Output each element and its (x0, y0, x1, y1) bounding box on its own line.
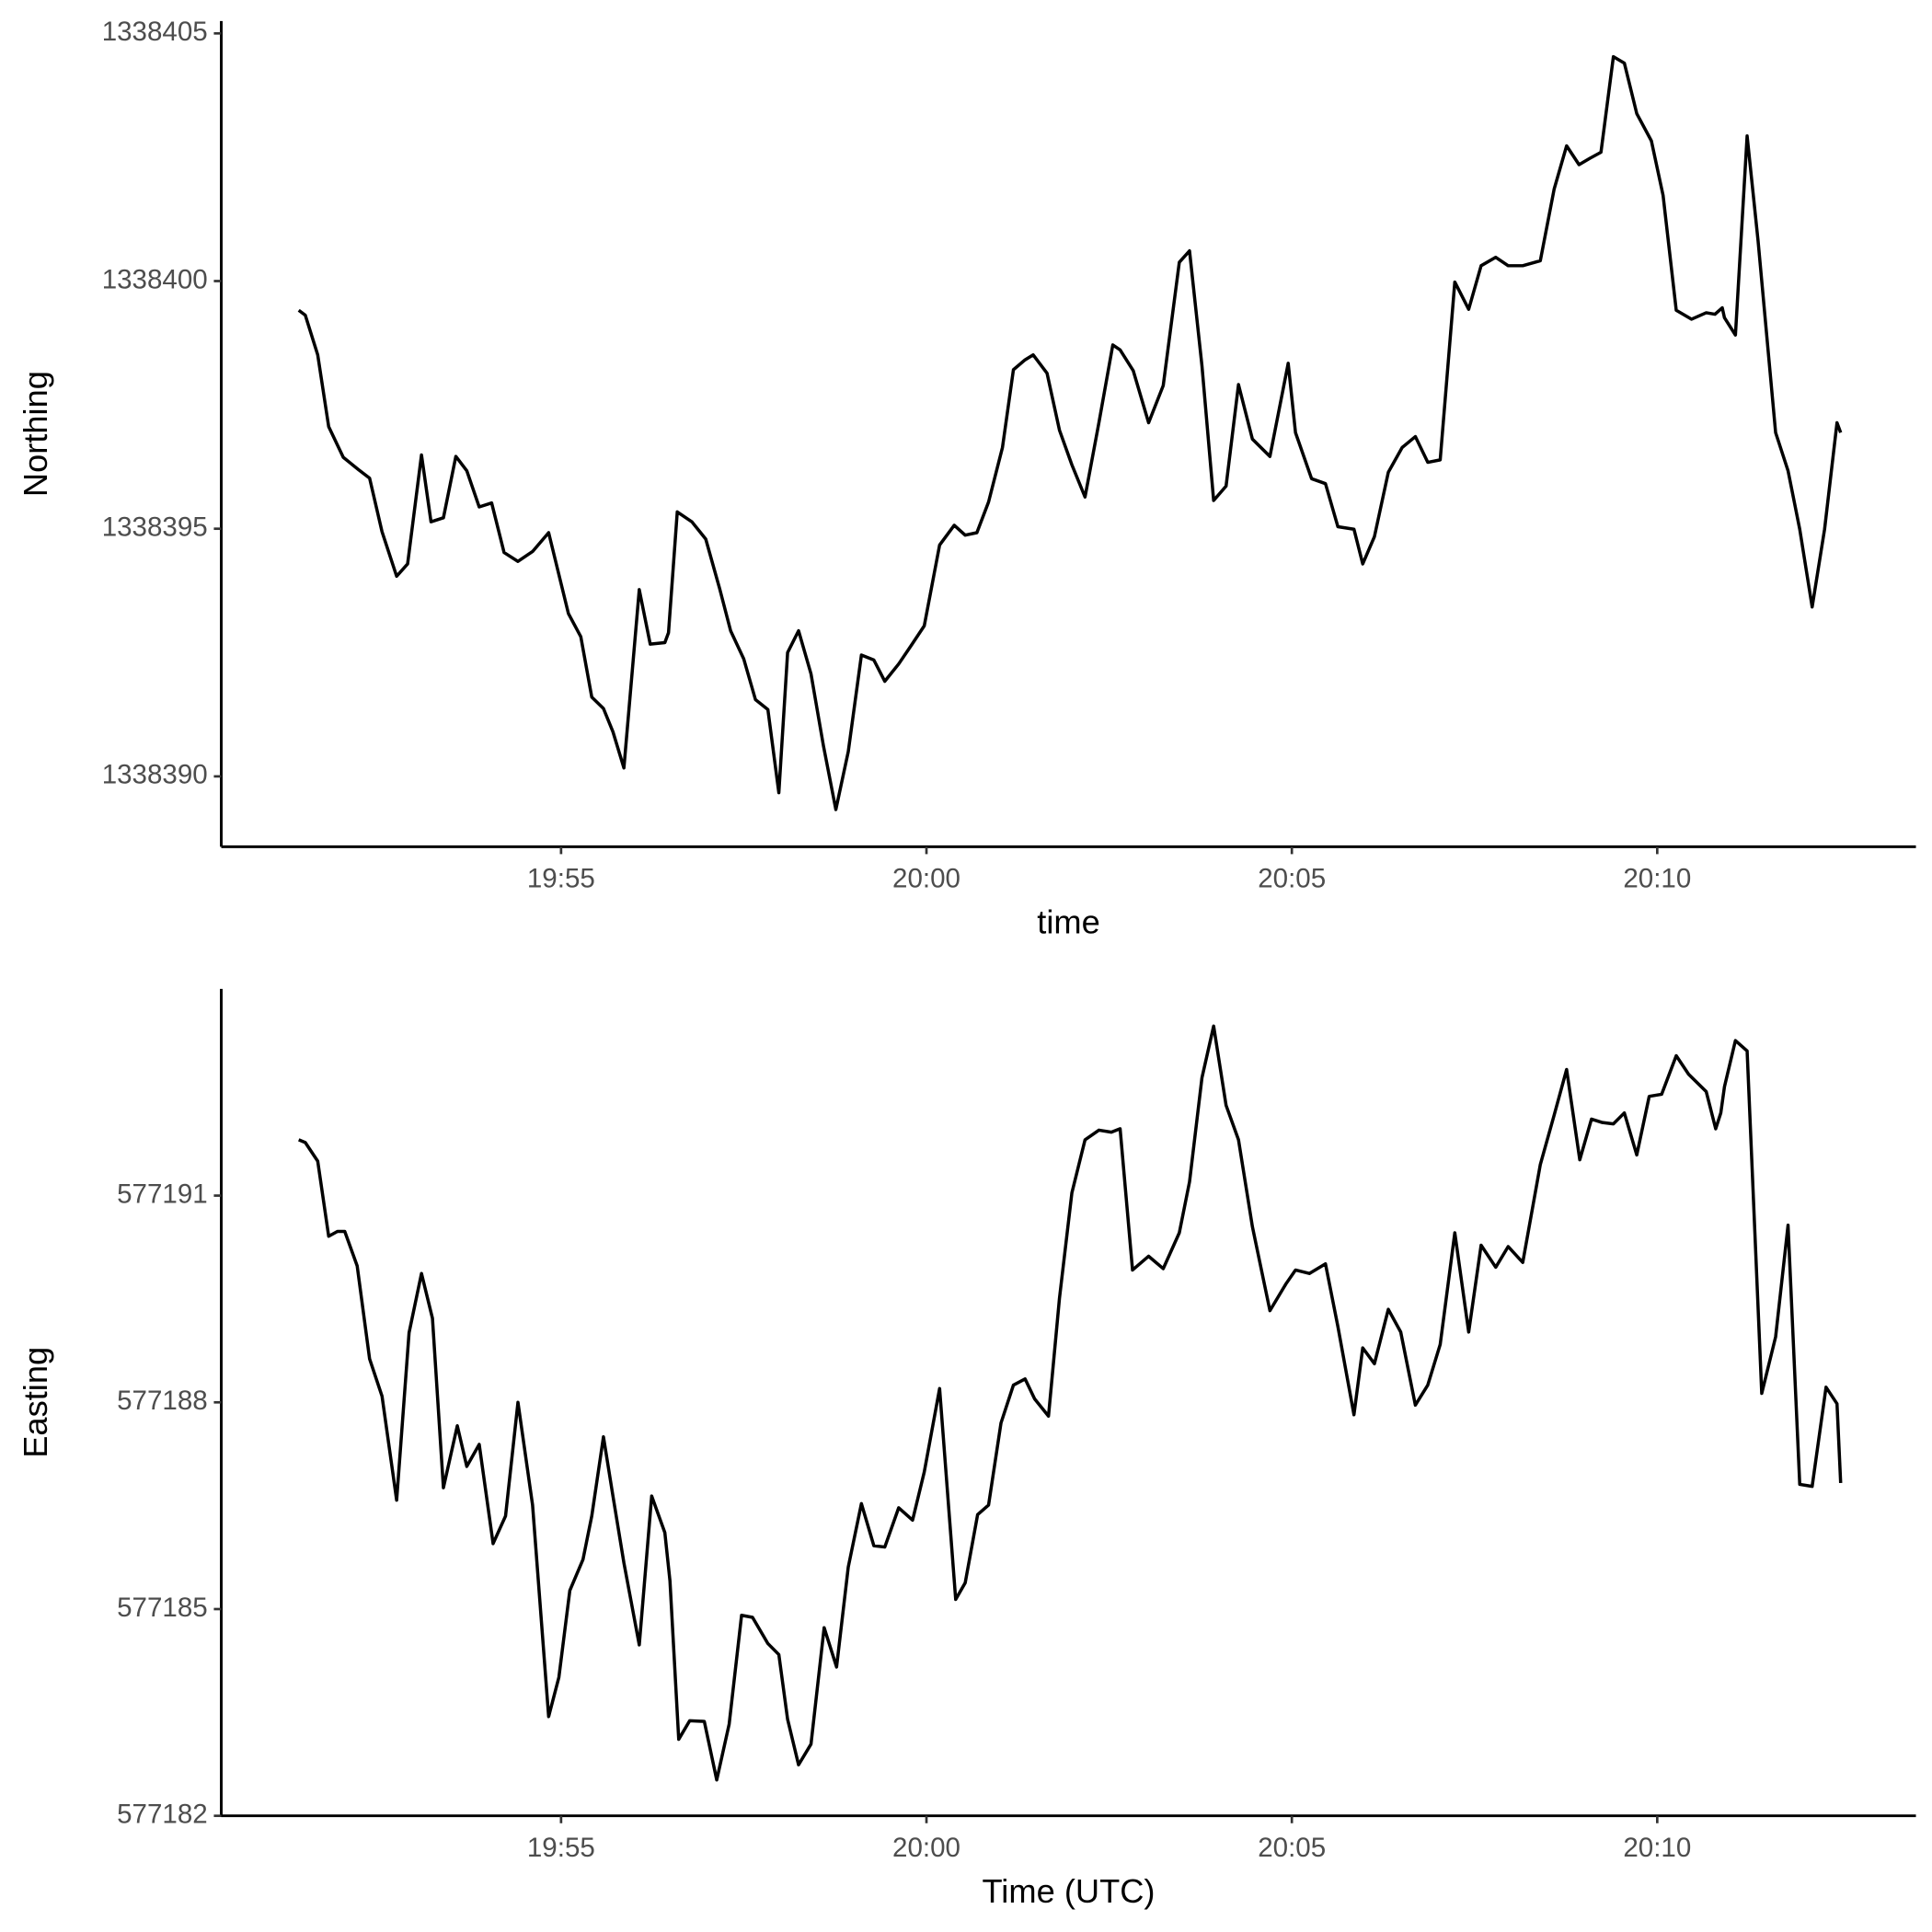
y-tick-label: 1338405 (102, 17, 208, 47)
data-line (297, 54, 1843, 811)
y-tick-label: 577185 (117, 1593, 208, 1623)
y-axis-title: Easting (17, 1347, 54, 1458)
x-tick-label: 20:10 (1623, 863, 1691, 893)
x-axis-title: Time (UTC) (983, 1872, 1156, 1910)
y-tick-label: 1338395 (102, 512, 208, 543)
y-tick-label: 577188 (117, 1386, 208, 1416)
x-tick-label: 19:55 (527, 863, 595, 893)
x-axis-title: time (1037, 903, 1100, 941)
x-tick-label: 20:05 (1258, 863, 1326, 893)
x-tick-label: 20:10 (1623, 1833, 1691, 1863)
y-tick-label: 1338400 (102, 264, 208, 294)
y-tick-label: 577191 (117, 1179, 208, 1209)
x-tick-label: 20:05 (1258, 1833, 1326, 1863)
x-tick-label: 20:00 (892, 1833, 960, 1863)
y-tick-label: 577182 (117, 1800, 208, 1830)
data-line (298, 1024, 1843, 1782)
y-axis-title: Northing (17, 371, 54, 497)
x-tick-label: 19:55 (527, 1833, 595, 1863)
x-tick-label: 20:00 (892, 863, 960, 893)
y-tick-label: 1338390 (102, 760, 208, 790)
